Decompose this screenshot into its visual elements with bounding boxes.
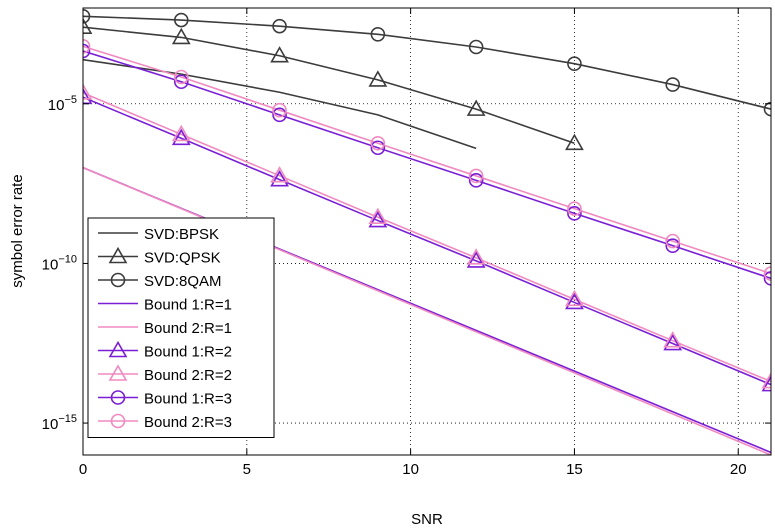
data-point-series-3 xyxy=(370,27,386,42)
data-point-series-2 xyxy=(565,133,584,151)
x-tick-label: 5 xyxy=(243,461,251,478)
data-point-series-9 xyxy=(567,201,582,216)
data-point-series-9 xyxy=(468,168,484,184)
data-point-series-7 xyxy=(83,83,93,100)
data-point-series-2 xyxy=(368,70,388,87)
data-point-series-9 xyxy=(83,39,91,54)
series-line-1 xyxy=(83,58,477,150)
data-point-series-9 xyxy=(763,266,771,281)
data-point-series-3 xyxy=(272,18,287,34)
data-point-series-7 xyxy=(368,207,388,225)
legend-marker-2 xyxy=(108,246,128,264)
data-point-series-8 xyxy=(83,43,91,59)
legend[interactable]: SVD:BPSK SVD:QPSK SVD:8QAM Bound 1:R=1 Bound… xyxy=(87,217,275,438)
x-tick-label: 15 xyxy=(566,461,583,478)
y-tick-label: 10−10 xyxy=(42,253,77,273)
data-point-series-7 xyxy=(171,124,191,142)
x-axis-label: SNR xyxy=(411,511,443,528)
legend-marker-8 xyxy=(110,390,126,405)
data-point-series-3 xyxy=(763,101,771,117)
legend-label-3: SVD:8QAM xyxy=(144,273,222,290)
data-point-series-6 xyxy=(368,210,388,228)
data-point-series-8 xyxy=(665,238,681,253)
data-point-series-6 xyxy=(663,333,683,351)
data-point-series-8 xyxy=(173,74,189,90)
legend-marker-3 xyxy=(110,272,126,288)
data-point-series-8 xyxy=(763,271,771,286)
x-tick-label: 10 xyxy=(402,461,419,478)
legend-label-9: Bound 2:R=3 xyxy=(144,414,232,431)
legend-label-5: Bound 2:R=1 xyxy=(144,320,232,337)
series-line-3 xyxy=(83,15,771,110)
data-point-series-8 xyxy=(370,140,386,156)
series-line-5 xyxy=(83,166,771,455)
plot-frame xyxy=(82,7,772,456)
data-point-series-7 xyxy=(565,289,584,307)
x-tick-label: 0 xyxy=(79,461,87,478)
data-point-series-6 xyxy=(466,251,486,268)
data-point-series-3 xyxy=(83,8,91,24)
data-point-series-6 xyxy=(83,87,93,105)
legend-label-7: Bound 2:R=2 xyxy=(144,367,232,384)
y-axis-label: symbol error rate xyxy=(9,174,26,287)
data-point-series-9 xyxy=(370,135,386,151)
legend-marker-6 xyxy=(108,340,128,358)
data-point-series-2 xyxy=(171,27,191,45)
legend-marker-7 xyxy=(108,364,128,381)
x-tick-label: 20 xyxy=(730,461,747,478)
data-point-series-2 xyxy=(270,46,289,63)
legend-label-1: SVD:BPSK xyxy=(144,226,219,243)
data-point-series-8 xyxy=(272,107,287,123)
series-line-9 xyxy=(83,45,771,275)
series-line-7 xyxy=(83,92,771,383)
data-point-series-6 xyxy=(565,292,584,310)
data-point-series-2 xyxy=(83,17,93,35)
data-point-series-9 xyxy=(665,233,681,249)
data-point-series-7 xyxy=(270,166,289,183)
data-point-series-8 xyxy=(468,173,484,188)
data-point-series-2 xyxy=(466,99,486,116)
x-axis: 0 5 10 15 20 xyxy=(79,8,747,478)
data-point-series-6 xyxy=(171,128,191,146)
series-lines xyxy=(83,15,771,455)
series-line-6 xyxy=(83,96,771,386)
y-tick-label: 10−5 xyxy=(48,94,77,114)
legend-label-8: Bound 1:R=3 xyxy=(144,391,232,408)
legend-label-4: Bound 1:R=1 xyxy=(144,297,232,314)
series-line-8 xyxy=(83,50,771,280)
data-point-series-6 xyxy=(761,375,771,392)
data-point-series-8 xyxy=(567,206,582,221)
data-point-series-7 xyxy=(663,331,683,348)
data-point-series-7 xyxy=(466,248,486,265)
legend-label-6: Bound 1:R=2 xyxy=(144,344,232,361)
legend-label-2: SVD:QPSK xyxy=(144,250,221,267)
series-markers xyxy=(83,8,771,392)
data-point-series-6 xyxy=(270,170,289,187)
data-point-series-3 xyxy=(567,56,582,72)
legend-marker-9 xyxy=(110,413,126,429)
y-axis: 10−5 10−10 10−15 xyxy=(42,94,771,433)
series-line-2 xyxy=(83,26,575,145)
data-point-series-9 xyxy=(272,102,287,118)
data-point-series-3 xyxy=(468,39,484,55)
data-point-series-3 xyxy=(173,12,189,28)
data-point-series-9 xyxy=(173,69,189,85)
y-tick-label: 10−15 xyxy=(42,413,77,433)
data-point-series-7 xyxy=(761,371,771,389)
data-point-series-3 xyxy=(665,77,681,92)
